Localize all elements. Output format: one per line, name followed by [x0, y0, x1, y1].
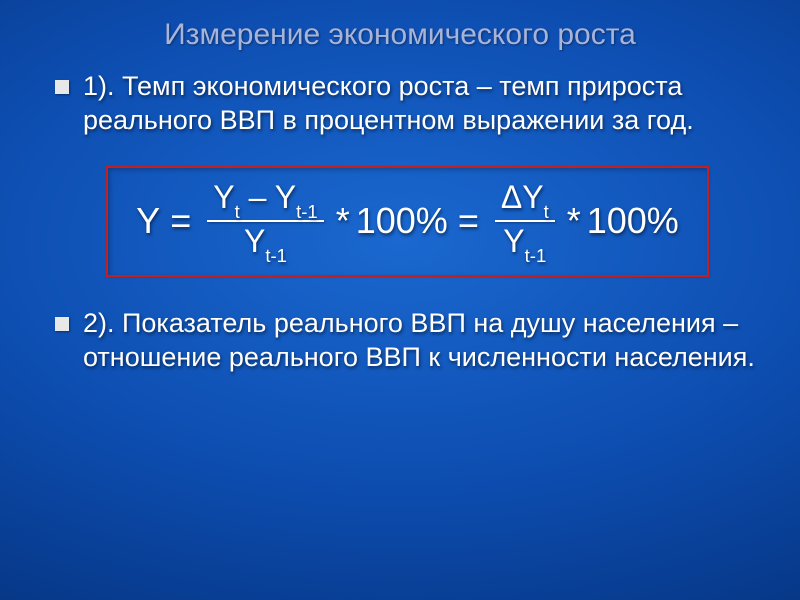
slide-body: 1). Темп экономического роста – темп при…	[0, 70, 800, 374]
den2: Y	[503, 223, 524, 259]
num1-minus: –	[240, 179, 275, 215]
equals-sign-2: =	[458, 200, 479, 242]
fraction-1-numerator: Yt – Yt-1	[207, 178, 324, 221]
bullet-2: 2). Показатель реального ВВП на душу нас…	[55, 307, 760, 375]
fraction-2-numerator: ΔYt	[495, 178, 555, 221]
mult-sign-2: *	[567, 200, 581, 242]
fraction-1-denominator: Yt-1	[238, 222, 293, 265]
mult-sign-1: *	[336, 200, 350, 242]
bullet-1: 1). Темп экономического роста – темп при…	[55, 70, 760, 138]
bullet-1-text: 1). Темп экономического роста – темп при…	[83, 70, 760, 138]
fraction-1: Yt – Yt-1 Yt-1	[207, 178, 324, 265]
num2-sub: t	[544, 201, 549, 222]
den2-sub: t-1	[525, 245, 547, 266]
fraction-2-denominator: Yt-1	[497, 222, 552, 265]
bullet-square-icon	[55, 80, 69, 94]
bullet-square-icon	[55, 317, 69, 331]
fraction-2: ΔYt Yt-1	[495, 178, 555, 265]
num1-a-sub: t	[235, 201, 240, 222]
den1: Y	[244, 223, 265, 259]
formula-container: Y = Yt – Yt-1 Yt-1 * 100% = ΔYt	[55, 166, 760, 277]
formula-lhs: Y	[136, 200, 160, 242]
bullet-2-text: 2). Показатель реального ВВП на душу нас…	[83, 307, 760, 375]
num2-delta: ΔY	[501, 179, 544, 215]
hundred-1: 100%	[356, 200, 448, 242]
slide-title: Измерение экономического роста	[0, 0, 800, 70]
hundred-2: 100%	[587, 200, 679, 242]
formula-box: Y = Yt – Yt-1 Yt-1 * 100% = ΔYt	[106, 166, 709, 277]
num1-b: Y	[275, 179, 296, 215]
equals-sign: =	[170, 200, 191, 242]
num1-a: Y	[213, 179, 234, 215]
num1-b-sub: t-1	[296, 201, 318, 222]
slide: Измерение экономического роста 1). Темп …	[0, 0, 800, 600]
den1-sub: t-1	[265, 245, 287, 266]
